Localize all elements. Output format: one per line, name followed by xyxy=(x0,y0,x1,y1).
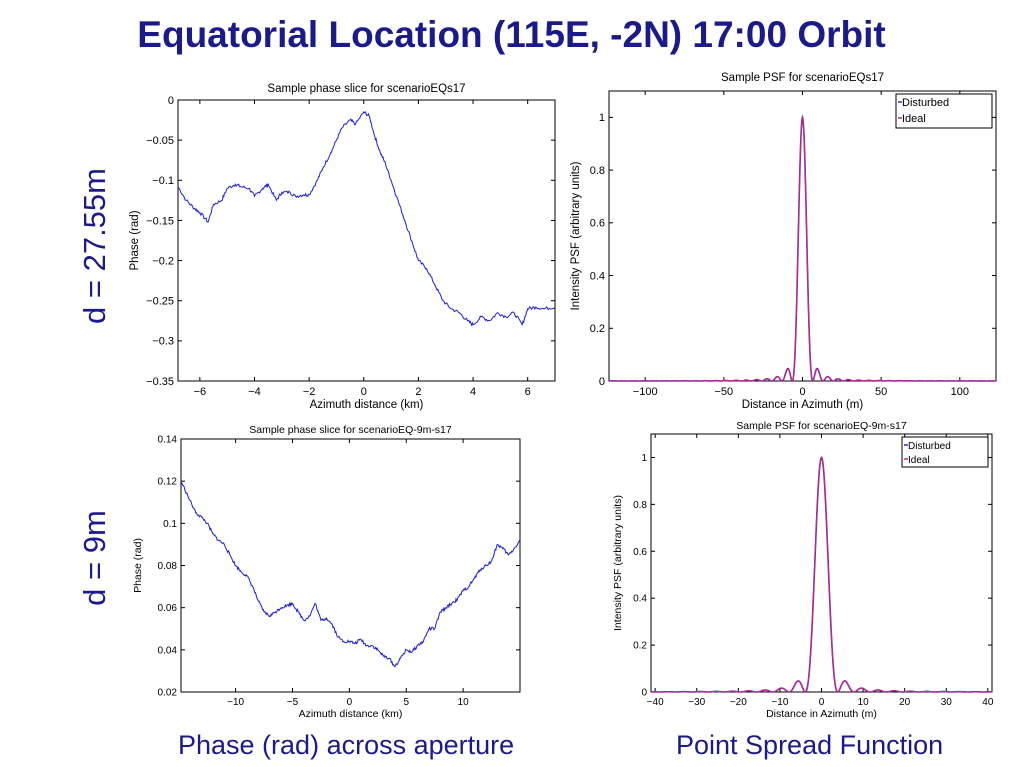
y-tick-label: −0.1 xyxy=(152,175,174,187)
x-tick-label: 4 xyxy=(470,386,476,398)
plot-frame xyxy=(177,99,556,382)
x-tick-label: 30 xyxy=(941,697,953,708)
x-tick-label: −5 xyxy=(287,697,299,708)
x-tick-label: −20 xyxy=(730,697,747,708)
legend-box xyxy=(895,93,993,129)
y-tick-label: 0.06 xyxy=(158,603,178,614)
y-tick-label: 0.2 xyxy=(590,323,605,335)
x-tick-label: 10 xyxy=(458,697,470,708)
x-tick-label: −50 xyxy=(715,386,734,398)
x-tick-label: −6 xyxy=(194,386,207,398)
chart-title: Sample PSF for scenarioEQs17 xyxy=(721,72,884,84)
y-tick-label: 0.04 xyxy=(158,645,178,656)
y-axis-label: Phase (rad) xyxy=(132,538,144,593)
x-tick-label: −100 xyxy=(633,386,658,398)
chart-title: Sample PSF for scenarioEQ-9m-s17 xyxy=(736,420,907,432)
x-axis-label: Distance in Azimuth (m) xyxy=(766,708,877,720)
caption-psf: Point Spread Function xyxy=(676,730,944,760)
x-tick-label: 2 xyxy=(415,386,421,398)
y-tick-label: 1 xyxy=(641,453,647,464)
phase-line xyxy=(177,110,556,327)
legend-label-disturbed: Disturbed xyxy=(902,97,949,109)
x-tick-label: 6 xyxy=(525,386,531,398)
y-tick-label: −0.35 xyxy=(146,376,174,388)
x-tick-label: 50 xyxy=(875,386,887,398)
psf-line-ideal xyxy=(608,115,997,382)
y-tick-label: 0 xyxy=(641,688,647,699)
chart-title: Sample phase slice for scenarioEQs17 xyxy=(267,83,465,95)
y-tick-label: 0.6 xyxy=(590,218,605,230)
x-tick-label: 5 xyxy=(403,697,409,708)
y-tick-label: 0.8 xyxy=(633,500,647,511)
y-tick-label: −0.05 xyxy=(146,135,174,147)
x-axis-label: Azimuth distance (km) xyxy=(310,399,424,411)
y-tick-label: 0.2 xyxy=(633,641,647,652)
y-tick-label: 0.14 xyxy=(158,435,178,446)
legend-label-ideal: Ideal xyxy=(908,455,930,466)
y-tick-label: 0.8 xyxy=(590,165,605,177)
x-tick-label: −2 xyxy=(303,386,316,398)
y-tick-label: −0.2 xyxy=(152,255,174,267)
x-tick-label: 0 xyxy=(347,697,353,708)
x-tick-label: −40 xyxy=(647,697,664,708)
y-tick-label: 0 xyxy=(168,95,174,107)
y-axis-label: Phase (rad) xyxy=(129,210,141,270)
psf-line-ideal xyxy=(650,456,993,693)
x-tick-label: 40 xyxy=(982,697,994,708)
caption-phase: Phase (rad) across aperture xyxy=(178,730,515,760)
x-tick-label: 20 xyxy=(899,697,911,708)
x-axis-label: Azimuth distance (km) xyxy=(299,708,403,720)
x-axis-label: Distance in Azimuth (m) xyxy=(742,399,864,411)
x-tick-label: −30 xyxy=(688,697,705,708)
y-tick-label: 0.1 xyxy=(163,519,177,530)
y-tick-label: −0.15 xyxy=(146,215,174,227)
x-tick-label: 10 xyxy=(858,697,870,708)
chart-title: Sample phase slice for scenarioEQ-9m-s17 xyxy=(249,424,452,436)
y-tick-label: 0.12 xyxy=(158,477,178,488)
y-axis-label: Intensity PSF (arbitrary units) xyxy=(570,161,582,310)
phase-line xyxy=(180,480,521,668)
y-tick-label: 1 xyxy=(599,112,605,124)
x-tick-label: −10 xyxy=(227,697,244,708)
y-tick-label: −0.3 xyxy=(152,336,174,348)
y-tick-label: −0.25 xyxy=(146,296,174,308)
x-tick-label: −4 xyxy=(248,386,261,398)
x-tick-label: 0 xyxy=(819,697,825,708)
psf-line-disturbed xyxy=(650,456,993,693)
x-tick-label: 0 xyxy=(799,386,805,398)
y-tick-label: 0.4 xyxy=(633,594,647,605)
y-tick-label: 0.08 xyxy=(158,561,178,572)
y-axis-label: Intensity PSF (arbitrary units) xyxy=(612,495,624,631)
plot-frame xyxy=(650,433,993,693)
y-tick-label: 0.6 xyxy=(633,547,647,558)
legend-box xyxy=(901,436,989,468)
x-tick-label: 0 xyxy=(361,386,367,398)
y-tick-label: 0.4 xyxy=(590,270,605,282)
legend-label-ideal: Ideal xyxy=(902,113,926,125)
y-tick-label: 0.02 xyxy=(158,688,178,699)
legend-label-disturbed: Disturbed xyxy=(908,441,951,452)
y-tick-label: 0 xyxy=(599,376,605,388)
x-tick-label: −10 xyxy=(771,697,788,708)
x-tick-label: 100 xyxy=(951,386,969,398)
slide-title: Equatorial Location (115E, -2N) 17:00 Or… xyxy=(137,14,886,55)
